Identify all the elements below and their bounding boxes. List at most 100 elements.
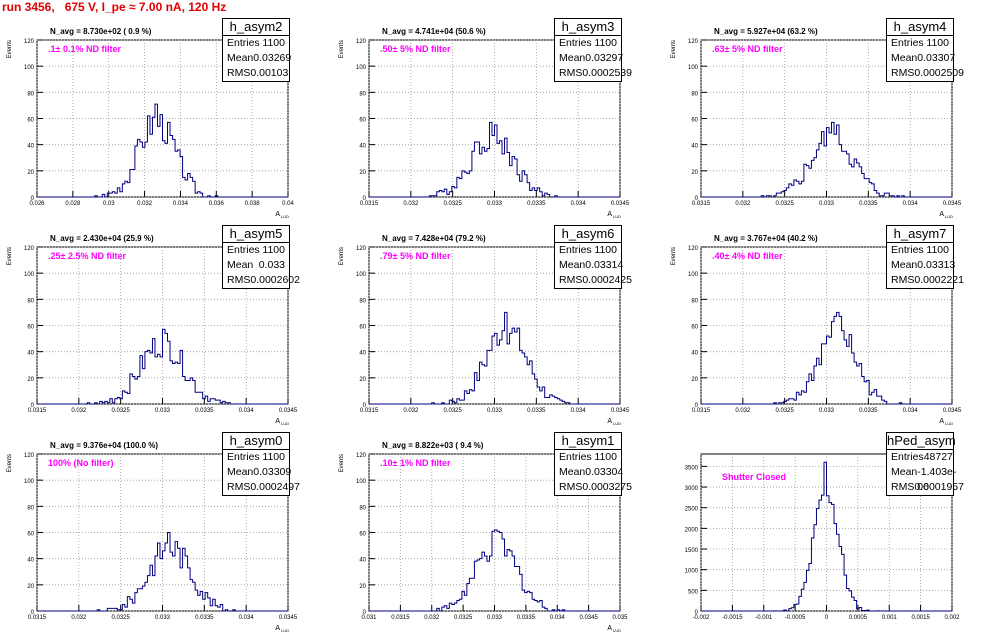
stats-rms-row: RMS 0.0002539 bbox=[555, 66, 632, 81]
histogram-panel-h_asym3: 0 20 40 60 80 100 120 0.0315 0.032 0.0325 0.033 0.0… bbox=[332, 12, 664, 219]
x-tick-label: 0.0335 bbox=[195, 408, 214, 414]
x-tick-label: 0.034 bbox=[903, 408, 919, 414]
x-tick-label: 0.026 bbox=[29, 201, 45, 207]
y-tick-label: 20 bbox=[691, 377, 698, 383]
y-tick-label: 80 bbox=[27, 91, 34, 97]
histogram-panel-h_asym6: 0 20 40 60 80 100 120 0.0315 0.032 0.0325 0.033 0.0… bbox=[332, 219, 664, 426]
x-tick-label: -0.002 bbox=[692, 615, 710, 621]
y-tick-label: 100 bbox=[356, 65, 367, 71]
y-axis-label: Events bbox=[671, 40, 677, 58]
stats-rms-row: RMS 0.0002425 bbox=[555, 273, 632, 288]
x-tick-label: 0.033 bbox=[155, 615, 171, 621]
x-tick-label: 0.04 bbox=[282, 201, 294, 207]
filter-annotation: .1± 0.1% ND filter bbox=[48, 44, 121, 54]
y-tick-label: 2000 bbox=[685, 527, 699, 533]
x-tick-label: 0.0315 bbox=[692, 408, 711, 414]
y-tick-label: 40 bbox=[27, 351, 34, 357]
y-tick-label: 60 bbox=[691, 118, 698, 124]
stats-entries-value: 1100 bbox=[594, 451, 617, 463]
histogram-line-h_asym7 bbox=[701, 311, 952, 405]
y-tick-label: 60 bbox=[691, 325, 698, 331]
y-tick-label: 120 bbox=[24, 246, 35, 252]
y-tick-label: 120 bbox=[356, 39, 367, 45]
x-tick-label: 0.0015 bbox=[911, 615, 930, 621]
x-tick-label: 0.0345 bbox=[579, 615, 598, 621]
filter-annotation: .10± 1% ND filter bbox=[380, 458, 451, 468]
stats-rms-value: 0.0002602 bbox=[250, 274, 300, 286]
x-tick-label: 0.033 bbox=[487, 408, 503, 414]
x-tick-label: 0.0325 bbox=[443, 408, 462, 414]
histogram-plot: 0 20 40 60 80 100 120 0.0315 0.032 0.0325 0.033 0.0… bbox=[671, 246, 962, 426]
stats-entries-row: Entries 1100 bbox=[555, 450, 621, 465]
y-tick-label: 120 bbox=[24, 39, 35, 45]
stats-rms-row: RMS 0.0003275 bbox=[555, 480, 632, 495]
x-tick-label: -0.0015 bbox=[722, 615, 743, 621]
x-axis-label-subscript: LUD bbox=[281, 214, 289, 219]
stats-mean-label: Mean bbox=[559, 466, 586, 478]
x-axis-label-subscript: LUD bbox=[945, 421, 953, 426]
y-tick-label: 80 bbox=[27, 298, 34, 304]
x-tick-label: 0.033 bbox=[819, 408, 835, 414]
histogram-name: h_asym7 bbox=[887, 226, 953, 243]
stats-mean-value: 0.03313 bbox=[917, 259, 956, 271]
y-tick-label: 1000 bbox=[685, 569, 699, 575]
histogram-line-h_asym2 bbox=[37, 103, 288, 198]
stats-mean-value: 0.033 bbox=[258, 259, 285, 271]
filter-annotation: .63± 5% ND filter bbox=[712, 44, 783, 54]
x-tick-label: 0.0325 bbox=[443, 201, 462, 207]
stats-mean-value: 0.03314 bbox=[585, 259, 624, 271]
y-tick-label: 100 bbox=[688, 272, 699, 278]
y-tick-label: 0 bbox=[31, 196, 35, 202]
y-tick-label: 40 bbox=[691, 144, 698, 150]
stats-mean-value: -1.403e-06 bbox=[917, 466, 957, 493]
x-tick-label: 0.034 bbox=[550, 615, 566, 621]
histogram-name: h_asym2 bbox=[223, 19, 289, 36]
y-tick-label: 0 bbox=[363, 196, 367, 202]
y-tick-label: 60 bbox=[27, 325, 34, 331]
y-tick-label: 40 bbox=[691, 351, 698, 357]
stats-box: hPed_asym Entries 48727 Mean -1.403e-06 RMS 0.… bbox=[886, 432, 964, 496]
y-tick-label: 0 bbox=[31, 610, 35, 616]
y-tick-label: 1500 bbox=[685, 548, 699, 554]
stats-entries-label: Entries bbox=[227, 451, 260, 463]
stats-entries-label: Entries bbox=[559, 37, 592, 49]
stats-box: h_asym2 Entries 1100 Mean 0.03269 RMS 0.00103 bbox=[222, 18, 291, 82]
y-tick-label: 60 bbox=[359, 118, 366, 124]
y-tick-label: 100 bbox=[24, 272, 35, 278]
x-axis-label: A bbox=[607, 211, 612, 218]
x-tick-label: 0.034 bbox=[239, 408, 255, 414]
x-tick-label: 0.035 bbox=[612, 615, 628, 621]
n-avg-label: N_avg = 3.767e+04 (40.2 %) bbox=[714, 234, 818, 243]
stats-mean-label: Mean bbox=[559, 259, 586, 271]
x-tick-label: 0.0315 bbox=[28, 408, 47, 414]
stats-rms-row: RMS 0.0002509 bbox=[887, 66, 964, 81]
x-axis-label-subscript: LUD bbox=[613, 628, 621, 633]
stats-rms-label: RMS bbox=[891, 67, 915, 79]
stats-box: h_asym6 Entries 1100 Mean 0.03314 RMS 0.000242… bbox=[554, 225, 632, 289]
y-tick-label: 20 bbox=[359, 170, 366, 176]
stats-rms-label: RMS bbox=[227, 274, 251, 286]
x-tick-label: 0.032 bbox=[403, 408, 419, 414]
y-tick-label: 0 bbox=[363, 610, 367, 616]
x-axis-label-subscript: LUD bbox=[613, 214, 621, 219]
stats-mean-row: Mean 0.033 bbox=[223, 258, 289, 273]
x-tick-label: 0.033 bbox=[487, 615, 503, 621]
x-tick-label: 0.0325 bbox=[454, 615, 473, 621]
y-tick-label: 20 bbox=[359, 377, 366, 383]
x-tick-label: 0.0315 bbox=[391, 615, 410, 621]
histogram-line-hPed_asym bbox=[701, 461, 952, 612]
stats-mean-row: Mean 0.03304 bbox=[555, 465, 623, 480]
x-tick-label: 0.0335 bbox=[527, 408, 546, 414]
y-tick-label: 100 bbox=[24, 65, 35, 71]
histogram-plot: 0 20 40 60 80 100 120 0.031 0.0315 0.032 0.0325 0.0… bbox=[339, 453, 628, 633]
histogram-panel-h_asym7: 0 20 40 60 80 100 120 0.0315 0.032 0.0325 0.033 0.0… bbox=[664, 219, 996, 426]
stats-mean-label: Mean bbox=[227, 52, 254, 64]
stats-entries-label: Entries bbox=[891, 37, 924, 49]
stats-box: h_asym1 Entries 1100 Mean 0.03304 RMS 0.000327… bbox=[554, 432, 632, 496]
n-avg-label: N_avg = 8.730e+02 ( 0.9 %) bbox=[50, 27, 152, 36]
x-tick-label: 0.032 bbox=[735, 201, 751, 207]
histogram-panel-h_asym0: 0 20 40 60 80 100 120 0.0315 0.032 0.0325 0.033 0.0… bbox=[0, 426, 332, 633]
y-tick-label: 60 bbox=[27, 532, 34, 538]
stats-box: h_asym3 Entries 1100 Mean 0.03297 RMS 0.000253… bbox=[554, 18, 632, 82]
x-tick-label: 0.0335 bbox=[195, 615, 214, 621]
